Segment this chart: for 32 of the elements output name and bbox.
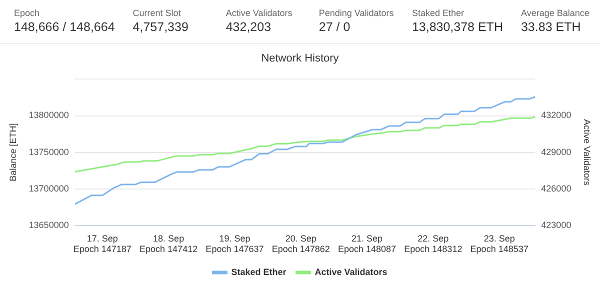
- text: 33.83 ETH: [520, 20, 582, 34]
- text: Staked Ether: [412, 8, 465, 18]
- x-tick-label: 22. Sep Epoch 148312: [404, 233, 462, 254]
- y-tick-label: 13800000: [28, 110, 69, 120]
- y2-axis-title: Active Validators: [582, 119, 592, 186]
- y2-tick-label: 432000: [541, 110, 572, 120]
- y-tick-label: 13700000: [28, 183, 69, 194]
- x-tick-label: 20. Sep Epoch 147862: [272, 233, 330, 254]
- chart-title: Network History: [261, 52, 340, 65]
- x-tick-label: 17. Sep Epoch 147187: [73, 233, 132, 254]
- text: Pending Validators: [318, 8, 394, 18]
- y2-tick-label: 423000: [541, 220, 572, 230]
- x-tick-label: 23. Sep Epoch 148537: [470, 233, 528, 254]
- text: Active Validators: [226, 8, 294, 18]
- text: 13,830,378 ETH: [412, 20, 503, 34]
- text: 4,757,339: [132, 20, 190, 34]
- text: Average Balance: [520, 8, 590, 18]
- x-tick-label: 21. Sep Epoch 148087: [338, 233, 396, 254]
- y-axis-title: Balance [ETH]: [8, 123, 18, 182]
- text: 148,666 / 148,664: [14, 20, 115, 34]
- legend-label: Active Validators: [314, 266, 388, 277]
- x-tick-label: 18. Sep Epoch 147412: [140, 233, 198, 254]
- y-tick-label: 13650000: [28, 220, 69, 230]
- text: 27 / 0: [318, 20, 352, 34]
- y2-tick-label: 429000: [541, 146, 572, 157]
- y2-tick-label: 426000: [541, 183, 572, 194]
- x-tick-label: 19. Sep Epoch 147637: [206, 233, 264, 254]
- text: 432,203: [226, 20, 272, 34]
- text: Epoch: [14, 8, 41, 18]
- legend-label: Staked Ether: [231, 266, 287, 277]
- text: Current Slot: [132, 8, 182, 18]
- y-tick-label: 13750000: [28, 146, 69, 157]
